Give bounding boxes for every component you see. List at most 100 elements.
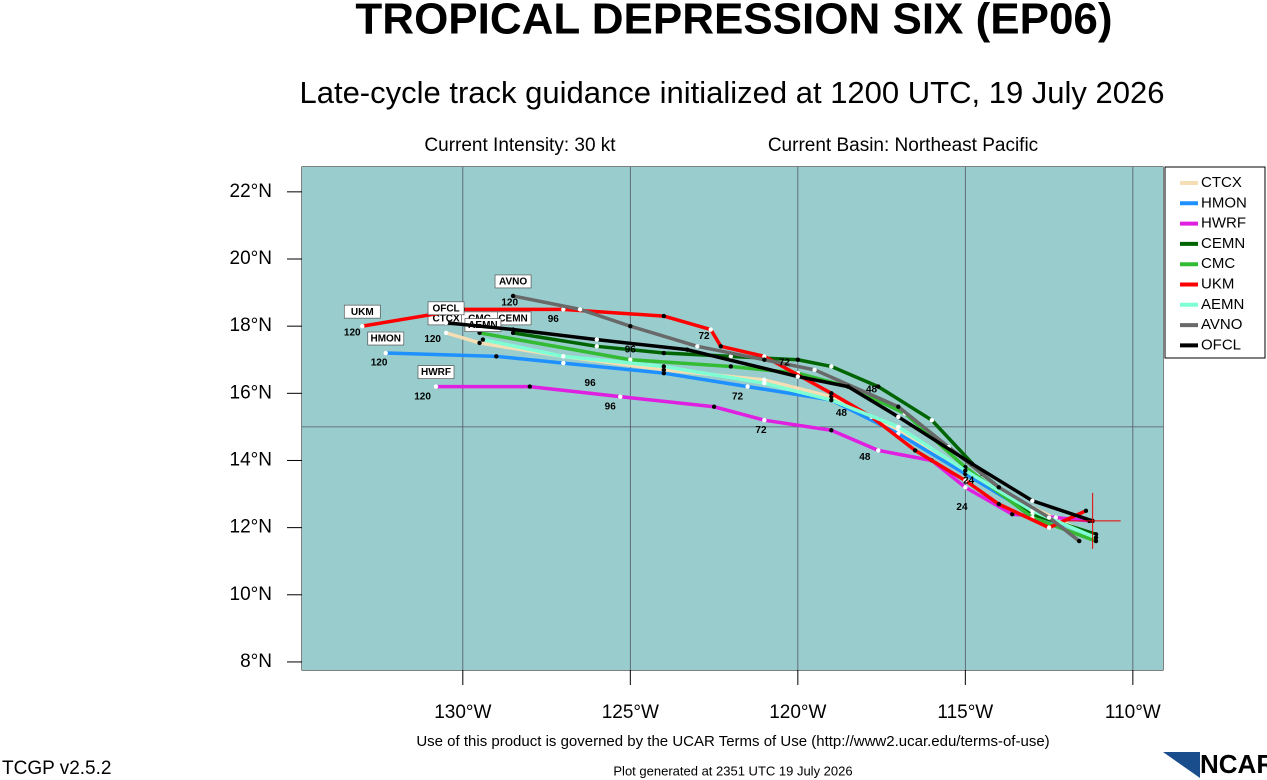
name-box-label: CTCX xyxy=(432,314,460,325)
track-point xyxy=(845,384,851,389)
y-tick-label: 16°N xyxy=(230,382,272,403)
track-point xyxy=(795,357,801,362)
track-point xyxy=(896,404,901,409)
generated: Plot generated at 2351 UTC 19 July 2026 xyxy=(613,763,852,778)
track-point xyxy=(661,370,667,376)
track-point xyxy=(795,374,801,379)
track-point xyxy=(561,354,566,359)
y-tick-label: 8°N xyxy=(240,651,272,672)
track-point xyxy=(762,417,767,423)
track-point xyxy=(996,501,1002,507)
track-point xyxy=(594,337,600,342)
track-point xyxy=(963,485,968,490)
name-box-label: UKM xyxy=(351,307,374,318)
track-point xyxy=(577,307,583,312)
name-box-label: OFCL xyxy=(432,303,459,314)
track-point xyxy=(661,364,667,369)
basin: Current Basin: Northeast Pacific xyxy=(768,135,1038,156)
track-point xyxy=(876,448,881,453)
track-point xyxy=(829,364,834,369)
track-point xyxy=(996,485,1002,490)
track-point xyxy=(480,337,486,342)
hour-label: 24 xyxy=(963,475,975,486)
track-point xyxy=(433,384,439,389)
hour-label: 96 xyxy=(548,314,560,325)
track-point xyxy=(1083,508,1089,514)
hour-label: 120 xyxy=(344,328,361,339)
name-box: UKM xyxy=(343,304,381,319)
hour-label: 24 xyxy=(956,502,968,513)
y-tick-label: 22°N xyxy=(230,181,272,202)
name-box-bg xyxy=(494,274,532,289)
track-point xyxy=(745,384,750,389)
hour-label: 120 xyxy=(371,358,388,369)
hour-label: 120 xyxy=(424,334,441,345)
name-box: OFCL xyxy=(427,301,465,316)
legend-label: CMC xyxy=(1201,255,1235,272)
track-point xyxy=(510,327,516,332)
track-point xyxy=(1093,538,1099,544)
hour-label: 72 xyxy=(779,358,791,369)
legend-label: AVNO xyxy=(1201,316,1242,333)
y-tick-label: 20°N xyxy=(230,248,272,269)
track-point xyxy=(1093,535,1099,540)
x-tick-label: 120°W xyxy=(769,702,826,723)
x-tick-label: 125°W xyxy=(602,702,659,723)
track-point xyxy=(661,367,667,373)
track-point xyxy=(510,330,516,336)
track-point xyxy=(829,391,834,396)
track-point xyxy=(510,293,516,299)
legend-label: AEMN xyxy=(1201,296,1244,313)
hour-label: 48 xyxy=(836,408,848,419)
track-point xyxy=(383,350,388,356)
name-box-bg xyxy=(427,301,465,316)
track-point xyxy=(561,307,566,312)
track-point xyxy=(628,323,633,329)
track-point xyxy=(618,394,623,399)
hour-label: 72 xyxy=(755,425,767,436)
legend-label: HMON xyxy=(1201,194,1247,211)
track-point xyxy=(762,377,767,383)
logo: NCAR xyxy=(1163,749,1267,779)
track-point xyxy=(711,404,717,409)
track-point xyxy=(762,354,767,359)
legend-label: HWRF xyxy=(1201,215,1246,232)
track-point xyxy=(969,461,975,467)
hour-label: 96 xyxy=(605,401,617,412)
track-point xyxy=(929,417,935,423)
name-box-label: CEMN xyxy=(498,314,527,325)
legend-label: UKM xyxy=(1201,275,1234,292)
track-point xyxy=(1010,511,1015,517)
track-point xyxy=(762,357,767,362)
legend-label: CTCX xyxy=(1201,174,1242,191)
logo-mark xyxy=(1163,752,1200,778)
x-tick-label: 130°W xyxy=(434,702,491,723)
chart-subtitle: Late-cycle track guidance initialized at… xyxy=(299,75,1164,110)
track-point xyxy=(963,468,968,473)
track-point xyxy=(1046,525,1052,530)
track-point xyxy=(494,354,499,359)
terms: Use of this product is governed by the U… xyxy=(416,733,1049,750)
name-box-label: AVNO xyxy=(499,277,527,288)
plot-bg xyxy=(302,167,1163,670)
track-point xyxy=(829,428,834,433)
x-tick-label: 110°W xyxy=(1105,702,1161,723)
legend-label: OFCL xyxy=(1201,336,1241,353)
track-point xyxy=(896,414,901,420)
track-point xyxy=(527,384,533,389)
name-box: AVNO xyxy=(494,274,532,289)
y-tick-label: 10°N xyxy=(230,584,272,605)
hour-label: 48 xyxy=(866,385,878,396)
track-point xyxy=(695,344,700,349)
name-box-label: HWRF xyxy=(421,367,451,378)
track-point xyxy=(963,478,968,483)
track-point xyxy=(718,344,723,349)
hour-label: 72 xyxy=(732,391,744,402)
x-tick-label: 115°W xyxy=(937,702,993,723)
track-point xyxy=(912,448,918,453)
plot: CTCX120967248HMON12096724824HWRF48CEMNCM… xyxy=(302,167,1163,670)
y-tick-label: 12°N xyxy=(230,517,272,538)
track-point xyxy=(876,384,881,389)
track-point xyxy=(1077,538,1082,544)
